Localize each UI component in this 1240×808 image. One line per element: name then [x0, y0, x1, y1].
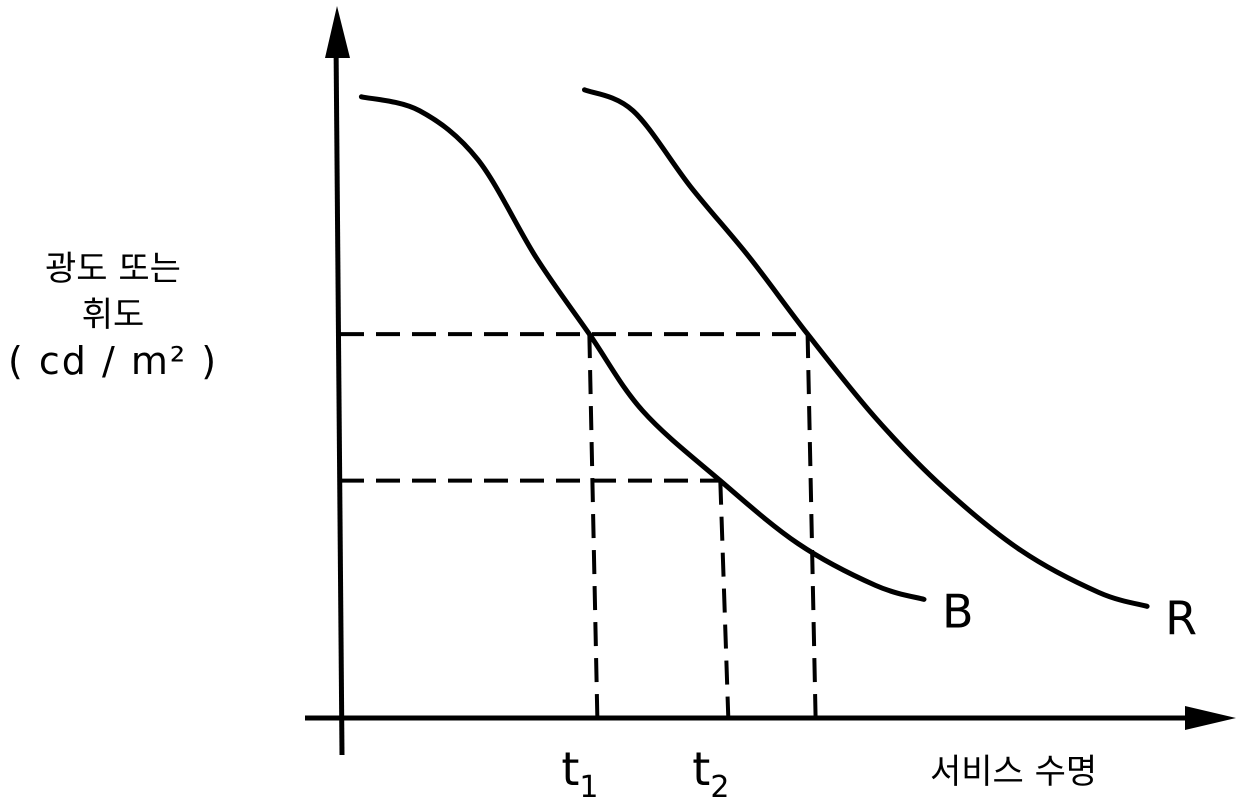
- x-axis-arrow-icon: [1185, 706, 1236, 730]
- reference-line-v-1-2: [808, 334, 816, 718]
- y-axis-label: 광도 또는 휘도 ( cd / m² ): [8, 246, 218, 384]
- series-line-r: [585, 90, 1148, 607]
- x-tick-label-2: t2: [692, 742, 729, 805]
- x-axis-label: 서비스 수명: [930, 744, 1097, 793]
- reference-line-v-2-1: [720, 481, 728, 718]
- y-axis-line: [336, 40, 342, 755]
- series-label-r: R: [1165, 591, 1197, 645]
- x-tick-label-1: t1: [561, 742, 598, 805]
- reference-line-v-1-1: [589, 334, 597, 718]
- series-line-b: [361, 97, 924, 600]
- series-label-b: B: [942, 584, 974, 638]
- y-axis-label-line-1: 광도 또는: [8, 246, 218, 292]
- y-axis-arrow-icon: [325, 6, 350, 58]
- y-axis-label-unit: ( cd / m² ): [8, 338, 218, 384]
- y-axis-label-line-2: 휘도: [8, 292, 218, 338]
